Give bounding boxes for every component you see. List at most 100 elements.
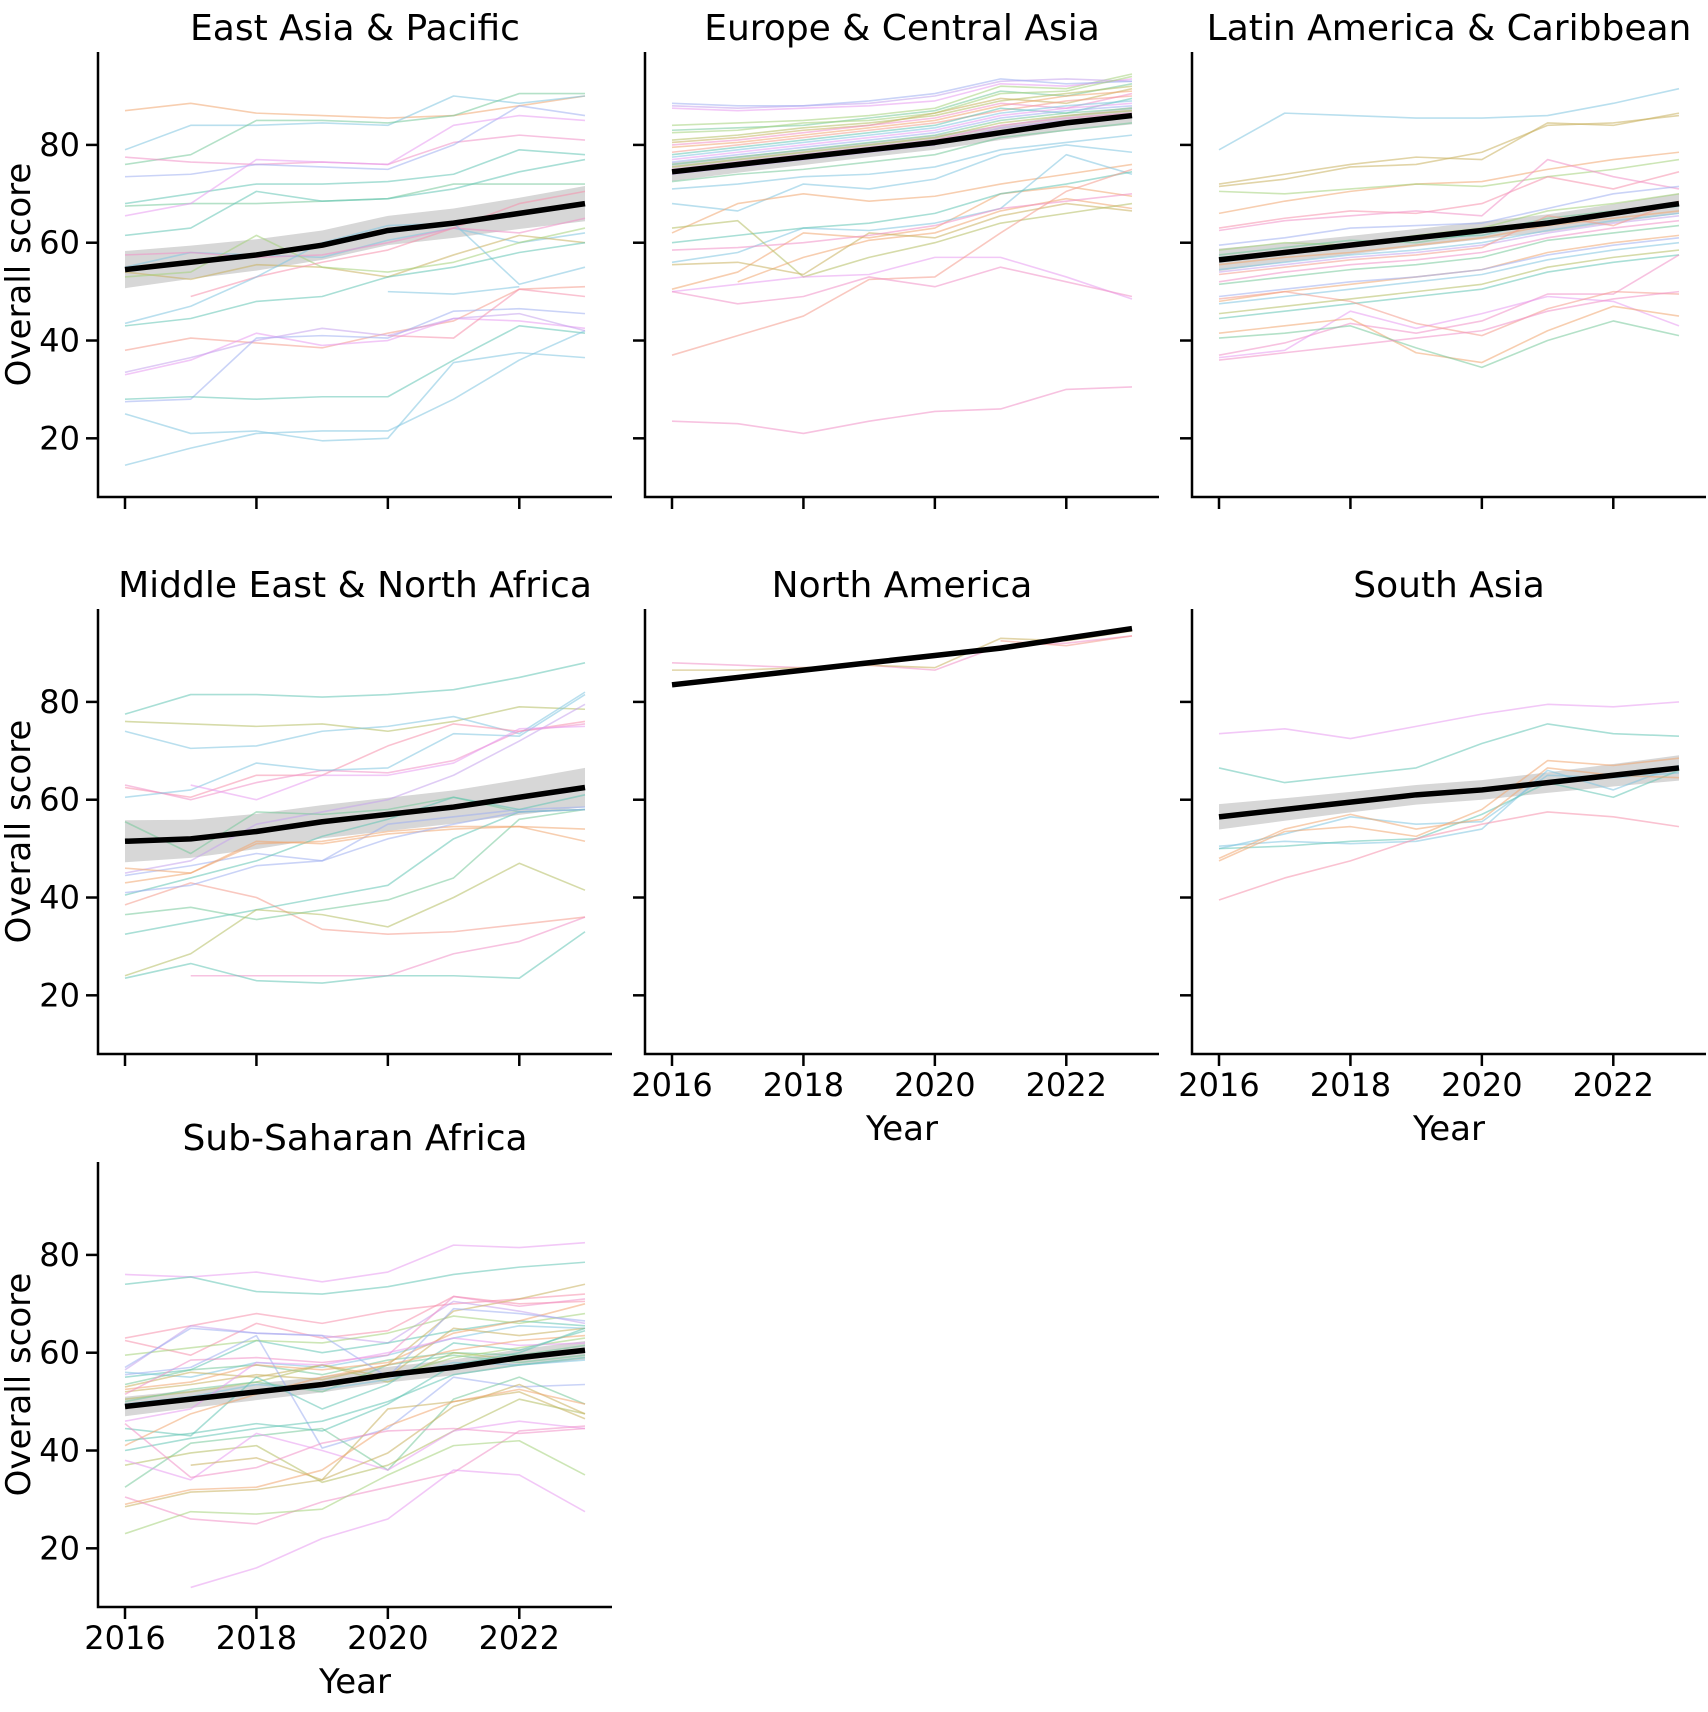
country-line	[124, 351, 586, 442]
facet-title: Latin America & Caribbean	[1207, 8, 1692, 49]
country-line	[124, 217, 586, 259]
country-line	[671, 144, 1133, 212]
country-line	[124, 234, 586, 281]
y-tick-label: 40	[39, 1432, 80, 1470]
country-line	[124, 1334, 586, 1449]
country-line	[1218, 254, 1680, 356]
country-line	[124, 312, 586, 374]
country-line	[124, 1295, 586, 1356]
country-line	[671, 386, 1133, 435]
x-tick-label: 2016	[84, 1619, 165, 1657]
country-line	[671, 95, 1133, 154]
country-line	[671, 122, 1133, 183]
country-line	[124, 720, 586, 799]
country-line	[1218, 290, 1680, 337]
x-tick-label: 2018	[216, 1619, 297, 1657]
country-line	[124, 1312, 586, 1356]
facet-title: East Asia & Pacific	[190, 8, 520, 49]
country-line	[671, 266, 1133, 305]
country-line	[124, 662, 586, 715]
x-axis-label: Year	[1412, 1109, 1485, 1149]
country-line	[671, 90, 1133, 149]
country-line	[124, 806, 586, 877]
y-axis-label: Overall score	[0, 1273, 39, 1497]
country-line	[124, 1327, 586, 1442]
y-tick-label: 40	[39, 322, 80, 360]
country-line	[1218, 769, 1680, 850]
mean-confidence-band	[125, 767, 585, 863]
country-line	[124, 1356, 586, 1452]
country-line	[671, 171, 1133, 244]
country-line	[124, 1398, 586, 1484]
y-tick-label: 40	[39, 879, 80, 917]
country-line	[190, 1469, 586, 1589]
country-line	[1218, 114, 1680, 188]
country-line	[387, 285, 520, 295]
country-line	[124, 227, 586, 278]
y-axis-label: Overall score	[0, 720, 39, 944]
country-line	[1218, 249, 1680, 315]
country-line	[124, 241, 586, 327]
country-line	[1218, 320, 1680, 369]
axis-spines	[1190, 609, 1706, 1056]
country-line	[124, 703, 586, 874]
regional-mean-line	[124, 784, 586, 845]
regional-mean-line	[671, 112, 1133, 175]
country-line	[124, 1439, 586, 1535]
country-line	[124, 1329, 586, 1437]
axis-spines	[96, 52, 612, 499]
country-line	[124, 134, 586, 166]
y-tick-label: 60	[39, 781, 80, 819]
country-line	[1218, 158, 1680, 232]
country-line	[1218, 241, 1680, 305]
x-axis-label: Year	[865, 1109, 938, 1149]
x-tick-label: 2020	[894, 1066, 975, 1104]
x-tick-label: 2020	[347, 1619, 428, 1657]
country-line	[671, 193, 1133, 251]
country-line	[1218, 757, 1680, 862]
country-line	[124, 307, 586, 403]
country-line	[124, 862, 586, 977]
country-line	[1218, 701, 1680, 740]
country-line	[671, 153, 1133, 264]
country-line	[124, 1359, 586, 1405]
country-line	[1218, 202, 1680, 256]
country-line	[671, 78, 1133, 112]
country-line	[671, 73, 1133, 127]
country-line	[1218, 254, 1680, 320]
country-line	[124, 1307, 586, 1378]
country-line	[124, 1391, 586, 1508]
x-tick-label: 2022	[479, 1619, 560, 1657]
axis-spines	[96, 1162, 612, 1609]
country-line	[124, 95, 586, 151]
regional-mean-line	[1218, 765, 1680, 820]
country-line	[124, 1283, 586, 1393]
country-line	[671, 134, 1133, 190]
country-line	[124, 1303, 586, 1391]
country-line	[124, 285, 586, 352]
country-line	[124, 931, 586, 984]
country-line	[671, 202, 1133, 276]
country-line	[124, 693, 586, 799]
y-tick-label: 20	[39, 1529, 80, 1567]
country-line	[124, 114, 586, 217]
country-line	[671, 78, 1133, 107]
x-tick-label: 2022	[1573, 1066, 1654, 1104]
country-line	[124, 149, 586, 205]
country-line	[190, 916, 586, 977]
axis-spines	[643, 609, 1159, 1056]
x-tick-label: 2016	[1178, 1066, 1259, 1104]
regional-mean-line	[671, 625, 1133, 688]
country-line	[124, 1325, 586, 1378]
country-line	[124, 808, 586, 894]
y-tick-label: 60	[39, 1334, 80, 1372]
country-line	[1218, 237, 1680, 298]
axis-spines	[1190, 52, 1706, 499]
x-tick-label: 2020	[1441, 1066, 1522, 1104]
country-line	[1218, 158, 1680, 195]
facet-title: South Asia	[1353, 565, 1545, 606]
country-line	[124, 325, 586, 400]
country-line	[1218, 87, 1680, 151]
country-line	[124, 1300, 586, 1371]
